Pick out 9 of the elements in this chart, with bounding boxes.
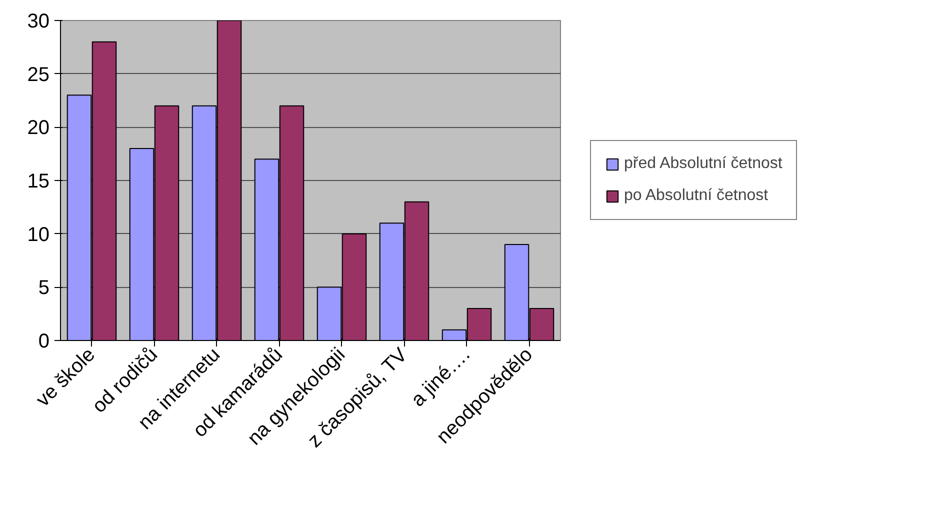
y-tick-label: 10 xyxy=(27,224,50,246)
y-tick-label: 30 xyxy=(27,10,50,32)
y-tick-label: 0 xyxy=(38,330,50,352)
legend-label: před Absolutní četnost xyxy=(624,155,782,173)
y-tick-label: 15 xyxy=(27,170,50,192)
y-tick-label: 5 xyxy=(38,277,50,300)
legend-label: po Absolutní četnost xyxy=(624,187,768,205)
y-tick-label: 20 xyxy=(27,117,50,140)
y-tick-label: 25 xyxy=(27,64,50,86)
